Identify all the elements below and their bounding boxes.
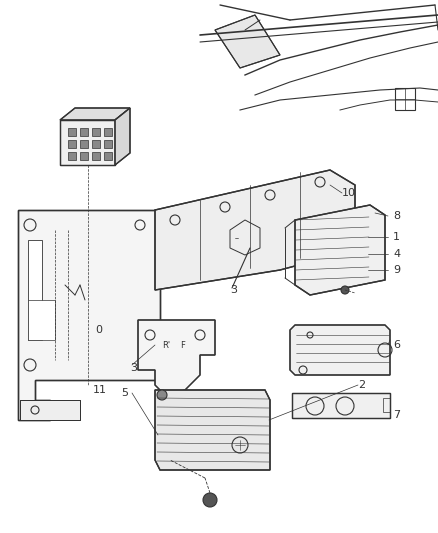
Polygon shape	[80, 140, 88, 148]
Text: 11: 11	[93, 385, 107, 395]
Polygon shape	[295, 205, 385, 295]
Polygon shape	[80, 128, 88, 136]
Polygon shape	[28, 300, 55, 340]
Polygon shape	[104, 128, 112, 136]
Polygon shape	[92, 128, 100, 136]
Text: 3: 3	[130, 363, 137, 373]
Text: R': R'	[162, 341, 170, 350]
Polygon shape	[215, 15, 280, 68]
Circle shape	[203, 493, 217, 507]
Polygon shape	[104, 140, 112, 148]
Text: 6: 6	[393, 340, 400, 350]
Text: 1: 1	[393, 232, 400, 242]
Polygon shape	[155, 390, 270, 470]
Text: 7: 7	[393, 410, 400, 420]
Text: 9: 9	[393, 265, 400, 275]
Circle shape	[341, 286, 349, 294]
Polygon shape	[290, 325, 390, 375]
Polygon shape	[155, 170, 355, 290]
Text: 4: 4	[393, 249, 400, 259]
Text: F: F	[180, 341, 185, 350]
Polygon shape	[92, 140, 100, 148]
Circle shape	[157, 390, 167, 400]
Polygon shape	[28, 240, 42, 340]
Text: 2: 2	[358, 380, 365, 390]
Circle shape	[371, 209, 379, 217]
Polygon shape	[292, 393, 390, 418]
Polygon shape	[68, 152, 76, 160]
Polygon shape	[18, 210, 160, 420]
Polygon shape	[60, 108, 130, 120]
Polygon shape	[60, 120, 115, 165]
Text: 5: 5	[121, 388, 128, 398]
Polygon shape	[68, 140, 76, 148]
Polygon shape	[92, 152, 100, 160]
Polygon shape	[20, 400, 80, 420]
Text: 10: 10	[342, 188, 356, 198]
Polygon shape	[68, 128, 76, 136]
Text: 0: 0	[95, 325, 102, 335]
Text: 3: 3	[230, 285, 237, 295]
Text: 8: 8	[393, 211, 400, 221]
Polygon shape	[80, 152, 88, 160]
Polygon shape	[104, 152, 112, 160]
Polygon shape	[115, 108, 130, 165]
Polygon shape	[138, 320, 215, 395]
